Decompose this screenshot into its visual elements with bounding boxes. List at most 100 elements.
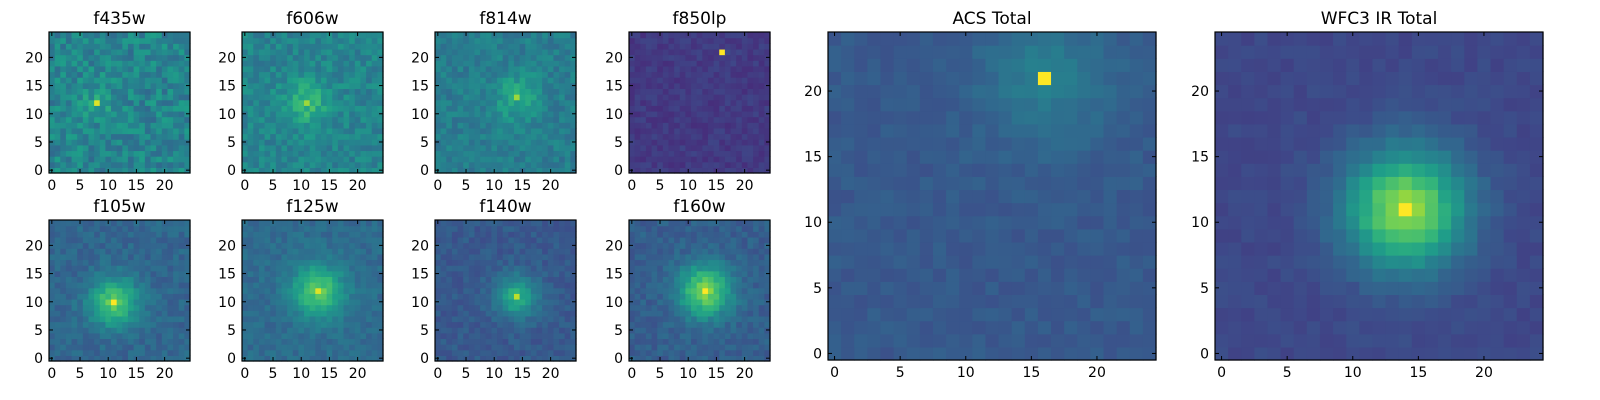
heatmap-cell [281, 139, 288, 146]
heatmap-cell [736, 298, 743, 306]
heatmap-cell [173, 225, 180, 232]
heatmap-cell [713, 110, 720, 118]
heatmap-cell [60, 43, 67, 50]
heatmap-cell [679, 310, 686, 317]
heatmap-cell [122, 71, 129, 78]
heatmap-cell [178, 298, 185, 306]
heatmap-cell [570, 259, 577, 266]
heatmap-cell [242, 253, 249, 261]
heatmap-cell [343, 133, 350, 140]
heatmap-cell [547, 349, 555, 356]
heatmap-cell [366, 144, 373, 152]
heatmap-cell [264, 116, 271, 123]
heatmap-cell [65, 43, 73, 50]
heatmap-cell [764, 310, 771, 317]
heatmap-cell [640, 144, 647, 152]
heatmap-cell [736, 105, 743, 112]
heatmap-cell [309, 144, 316, 152]
heatmap-cell [451, 310, 459, 317]
heatmap-cell [71, 144, 78, 152]
heatmap-cell [446, 248, 453, 255]
heatmap-cell [547, 293, 555, 300]
heatmap-cell [354, 265, 362, 272]
heatmap-cell [451, 298, 459, 306]
heatmap-cell [116, 82, 123, 89]
heatmap-cell [747, 54, 754, 61]
heatmap-cell [508, 37, 515, 44]
heatmap-cell [167, 310, 174, 317]
heatmap-cell [337, 304, 345, 311]
heatmap-cell [173, 298, 180, 306]
heatmap-cell [758, 344, 765, 351]
heatmap-cell [474, 37, 481, 44]
heatmap-cell [679, 156, 686, 163]
heatmap-cell [71, 265, 78, 272]
heatmap-cell [702, 144, 709, 152]
heatmap-cell [349, 43, 356, 50]
heatmap-cell [292, 82, 299, 89]
y-tick-label: 20 [605, 50, 623, 66]
heatmap-cell [536, 282, 543, 289]
heatmap-cell [167, 276, 174, 283]
heatmap-cell [287, 60, 294, 67]
heatmap-cell [178, 236, 185, 244]
heatmap-cell [491, 139, 498, 146]
heatmap-cell [685, 116, 692, 123]
heatmap-cell [559, 270, 566, 277]
heatmap-cell [559, 310, 566, 317]
heatmap-cell [60, 167, 67, 174]
heatmap-cell [451, 156, 459, 163]
heatmap-cell [497, 310, 504, 317]
heatmap-cell [696, 43, 703, 50]
heatmap-cell [525, 231, 532, 238]
heatmap-cell [150, 71, 157, 78]
heatmap-cell [292, 259, 299, 266]
heatmap-cell [54, 259, 61, 266]
heatmap-cell [747, 349, 754, 356]
heatmap-cell [326, 77, 333, 84]
heatmap-cell [668, 293, 675, 300]
heatmap-cell [247, 287, 254, 294]
heatmap-cell [508, 99, 515, 106]
y-tick-label: 15 [605, 79, 623, 95]
heatmap-cell [127, 54, 135, 61]
heatmap-cell [54, 287, 61, 294]
heatmap-cell [253, 94, 260, 101]
heatmap-cell [292, 116, 299, 123]
heatmap-cell [133, 253, 140, 261]
heatmap-cell [49, 276, 56, 283]
heatmap-cell [304, 32, 311, 39]
heatmap-cell [707, 60, 715, 67]
heatmap-cell [343, 77, 350, 84]
heatmap-cell [463, 231, 470, 238]
heatmap-cell [54, 60, 61, 67]
heatmap-cell [349, 32, 356, 39]
heatmap-cell [440, 54, 447, 61]
heatmap-cell [122, 338, 129, 345]
x-tick-label: 0 [47, 178, 56, 194]
heatmap-cell [94, 82, 101, 89]
heatmap-cell [513, 32, 521, 39]
heatmap-cell [139, 338, 146, 345]
heatmap-cell [287, 231, 294, 238]
heatmap-cell [536, 54, 543, 61]
heatmap-cell [719, 167, 726, 174]
heatmap-cell [88, 344, 95, 351]
heatmap-cell [65, 122, 73, 129]
heatmap-cell [122, 156, 129, 163]
heatmap-cell [719, 82, 726, 89]
heatmap-cell [281, 60, 288, 67]
heatmap-cell [309, 298, 316, 306]
heatmap-cell [184, 99, 191, 106]
heatmap-cell [105, 253, 112, 261]
heatmap-cell [525, 225, 532, 232]
heatmap-cells [49, 220, 191, 362]
heatmap-cell [116, 276, 123, 283]
heatmap-cell [178, 94, 185, 101]
heatmap-cell [60, 265, 67, 272]
heatmap-cell [54, 71, 61, 78]
heatmap-cell [133, 349, 140, 356]
heatmap-cell [161, 338, 169, 345]
heatmap-cell [298, 110, 305, 118]
heatmap-cell [371, 122, 378, 129]
